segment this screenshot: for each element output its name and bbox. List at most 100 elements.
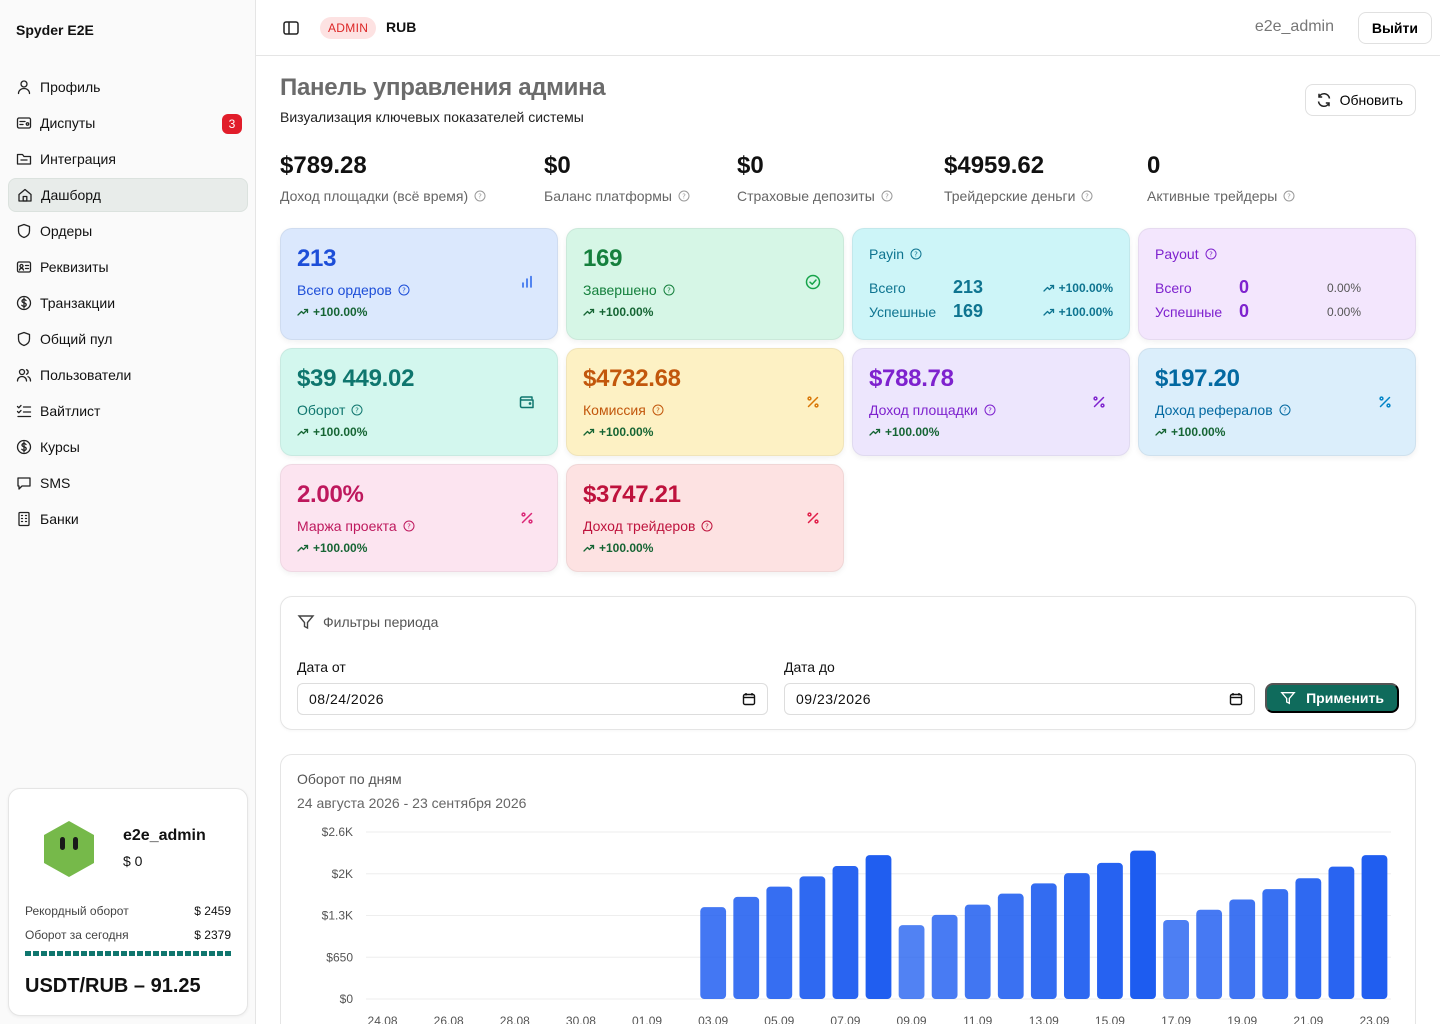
building-icon [18, 511, 30, 527]
help-icon[interactable]: ? [701, 520, 713, 532]
sidebar-item-4[interactable]: Дашборд [8, 178, 248, 212]
sidebar-item-label: Банки [40, 511, 79, 527]
help-icon[interactable]: ? [1205, 248, 1217, 260]
stat-label-text: Баланс платформы [544, 188, 672, 204]
user-balance: $ 0 [123, 853, 143, 869]
metric-icon [519, 510, 535, 526]
apply-filters-button[interactable]: Применить [1265, 683, 1399, 713]
avatar [44, 821, 94, 877]
stat-label: Трейдерские деньги? [944, 188, 1093, 204]
help-icon[interactable]: ? [663, 284, 675, 296]
metric-label: Доход рефералов? [1155, 402, 1291, 418]
check-circle-icon [805, 274, 821, 290]
help-icon[interactable]: ? [984, 404, 996, 416]
help-icon[interactable]: ? [678, 190, 690, 202]
metric-label: Маржа проекта? [297, 518, 415, 534]
metric-growth: +100.00% [1155, 425, 1225, 439]
help-icon[interactable]: ? [474, 190, 486, 202]
sidebar-item-3[interactable]: Интеграция [8, 142, 248, 176]
metric-label-text: Доход площадки [869, 402, 978, 418]
metric-label: Комиссия? [583, 402, 664, 418]
svg-text:?: ? [1283, 407, 1287, 415]
list-check-icon [16, 404, 32, 418]
sidebar-toggle-icon[interactable] [282, 19, 300, 37]
x-tick-label: 30.08 [566, 1014, 596, 1024]
help-icon[interactable]: ? [1279, 404, 1291, 416]
y-tick-label: $2.6K [322, 825, 353, 839]
y-tick-label: $0 [340, 992, 354, 1006]
filter-icon [1280, 692, 1296, 705]
chart-bar [997, 893, 1024, 999]
date-to-value: 09/23/2026 [796, 691, 872, 707]
metric-icon [805, 274, 821, 290]
payin-success-row: Успешные 169 +100.00% [869, 301, 1113, 322]
sidebar-item-5[interactable]: Ордеры [8, 214, 248, 248]
record-turnover-value: $ 2459 [194, 904, 231, 918]
chart-bar [733, 896, 760, 999]
chart-bar [1163, 919, 1189, 999]
help-icon[interactable]: ? [351, 404, 363, 416]
help-icon[interactable]: ? [403, 520, 415, 532]
sidebar-item-8[interactable]: Общий пул [8, 322, 248, 356]
calendar-icon[interactable] [1229, 692, 1243, 706]
sidebar-item-11[interactable]: Курсы [8, 430, 248, 464]
sidebar-item-2[interactable]: Диспуты 3 [8, 106, 248, 140]
metric-growth-text: +100.00% [313, 425, 368, 439]
percent-icon [807, 512, 819, 524]
payout-success-label: Успешные [1155, 303, 1223, 320]
payin-success-label: Успешные [869, 303, 937, 320]
chart-bar [931, 914, 958, 999]
payin-total-growth: +100.00% [1042, 280, 1113, 295]
help-icon[interactable]: ? [1081, 190, 1093, 202]
refresh-button[interactable]: Обновить [1304, 84, 1416, 116]
stat-label: Доход площадки (всё время)? [280, 188, 486, 204]
apply-label: Применить [1306, 690, 1384, 706]
sidebar-item-12[interactable]: SMS [8, 466, 248, 500]
stat-value: $0 [737, 152, 764, 179]
sidebar-item-9[interactable]: Пользователи [8, 358, 248, 392]
chart-bar [898, 925, 925, 999]
metric-growth-text: +100.00% [313, 305, 368, 319]
sidebar-item-13[interactable]: Банки [8, 502, 248, 536]
bar-chart-icon [522, 275, 532, 288]
calendar-icon[interactable] [742, 692, 756, 706]
sidebar-item-1[interactable]: Профиль [8, 70, 248, 104]
x-tick-label: 15.09 [1095, 1014, 1125, 1024]
ticket-icon [16, 117, 32, 129]
logout-button[interactable]: Выйти [1357, 12, 1432, 44]
sidebar-item-10[interactable]: Вайтлист [8, 394, 248, 428]
payout-total-label: Всего [1155, 279, 1192, 296]
metric-value: $197.20 [1155, 365, 1240, 392]
x-tick-label: 03.09 [698, 1014, 728, 1024]
metric-label-text: Доход трейдеров [583, 518, 696, 534]
dollar-circle-icon [16, 295, 32, 311]
metric-label: Всего ордеров? [297, 282, 410, 298]
x-tick-label: 05.09 [764, 1014, 794, 1024]
help-icon[interactable]: ? [652, 404, 664, 416]
metric-growth-text: +100.00% [885, 425, 940, 439]
help-icon[interactable]: ? [881, 190, 893, 202]
help-icon[interactable]: ? [398, 284, 410, 296]
help-icon[interactable]: ? [910, 248, 922, 260]
payin-total-growth-text: +100.00% [1058, 280, 1113, 295]
x-tick-label: 01.09 [632, 1014, 662, 1024]
metric-label-text: Доход рефералов [1155, 402, 1273, 418]
metric-label-text: Комиссия [583, 402, 646, 418]
sidebar-item-label: Ордеры [40, 223, 93, 239]
trend-up-icon [297, 544, 309, 552]
svg-text:?: ? [478, 193, 482, 201]
sidebar-item-7[interactable]: Транзакции [8, 286, 248, 320]
svg-text:?: ? [914, 251, 918, 259]
help-icon[interactable]: ? [1283, 190, 1295, 202]
date-to-input[interactable]: 09/23/2026 [784, 683, 1255, 715]
date-from-input[interactable]: 08/24/2026 [297, 683, 768, 715]
summary-stat: $789.28 Доход площадки (всё время)? [280, 152, 486, 204]
metric-label-text: Оборот [297, 402, 346, 418]
trend-up-icon [1042, 284, 1054, 292]
chart-bar [964, 904, 991, 999]
sidebar-item-6[interactable]: Реквизиты [8, 250, 248, 284]
metric-label: Доход площадки? [869, 402, 996, 418]
user-card: e2e_admin $ 0 Рекордный оборот $ 2459 Об… [8, 788, 248, 1016]
sidebar-item-label: Дашборд [41, 187, 101, 203]
trend-up-icon [297, 428, 309, 436]
